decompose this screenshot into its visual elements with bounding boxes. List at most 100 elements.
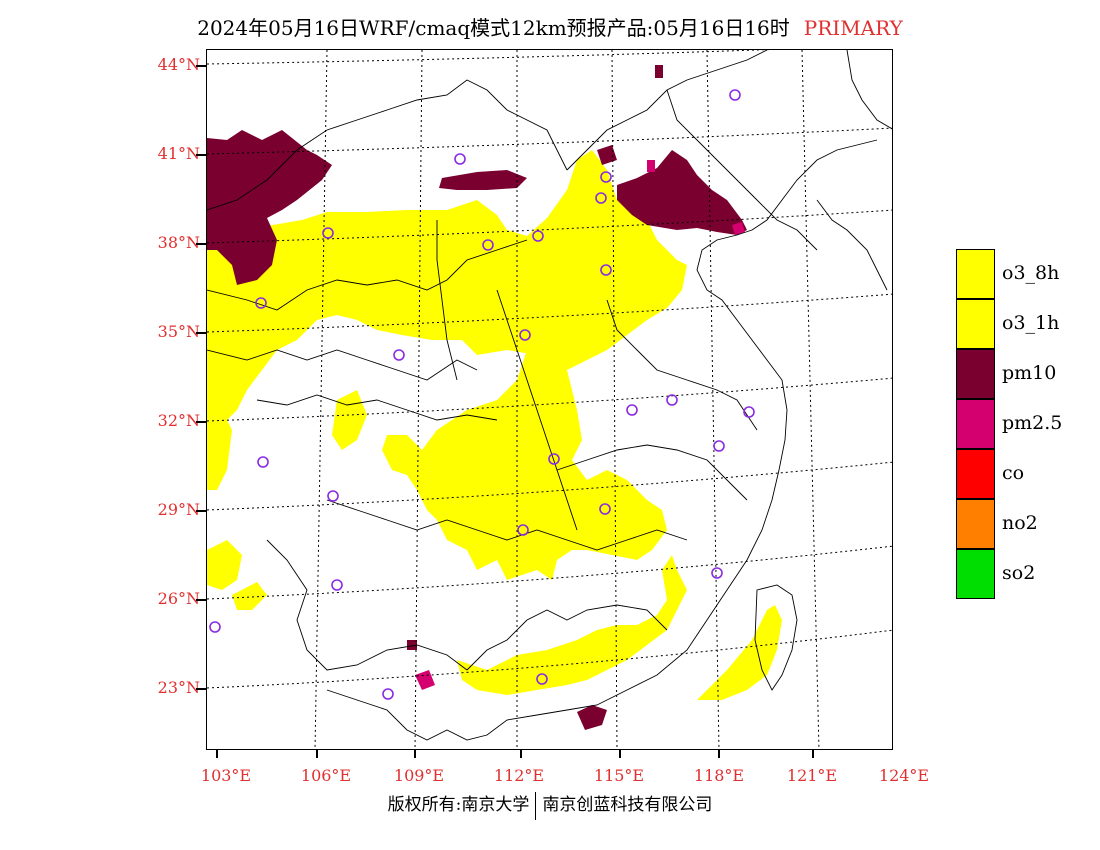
legend-label: pm2.5 [1002,412,1063,434]
footer-left: 版权所有:南京大学 [387,795,530,815]
o3-area-central [382,350,667,580]
legend-label: so2 [1002,562,1036,584]
lon-tick [812,750,814,758]
pm10-area-spot-3 [407,640,417,650]
pm25-area-south [415,670,435,690]
lon-label-121: 121°E [786,766,838,785]
lon-tick [216,750,218,758]
o3-area-sw-small [232,582,267,610]
lat-line-44 [207,50,771,65]
o3-areas [207,150,782,700]
border-line [816,199,888,291]
station-marker [532,230,544,242]
lon-label-118: 118°E [693,766,745,785]
border-line [266,539,468,671]
border-line [556,444,748,501]
station-marker [519,329,531,341]
stations [209,89,755,700]
lat-tick [196,154,206,156]
border-line [207,349,478,381]
lon-line-121 [801,50,820,749]
lon-line-109 [414,50,423,749]
lat-label-23: 23°N [157,678,200,697]
legend-swatch [956,399,995,449]
border-line [606,299,758,431]
lat-tick [196,421,206,423]
legend-label: o3_1h [1002,312,1060,334]
pm10-area-spot-1 [597,145,617,165]
forecast-map [206,49,893,750]
o3-area-south-coast [457,555,687,695]
border-line [466,604,668,671]
footer-separator [535,791,537,820]
o3-area-west-strip [207,410,232,490]
legend-label: o3_8h [1002,262,1060,284]
station-marker [599,503,611,515]
border-line [496,289,578,531]
graticule [207,50,892,749]
pm10-area-northeast [617,150,747,235]
lat-label-41: 41°N [157,144,200,163]
station-marker [454,153,466,165]
lon-tick [619,750,621,758]
lat-label-29: 29°N [157,500,200,519]
lat-label-44: 44°N [157,55,200,74]
station-marker [743,406,755,418]
station-marker [626,404,638,416]
legend-label: no2 [1002,512,1038,534]
station-marker [711,567,723,579]
border-line [436,220,458,381]
lon-line-118 [706,50,720,749]
border-line [326,409,788,741]
pm10-area-northwest [207,130,332,285]
legend-label: pm10 [1002,362,1057,384]
lon-tick [414,750,416,758]
lat-tick [196,332,206,334]
lat-tick [196,599,206,601]
station-marker [322,227,334,239]
station-marker [729,89,741,101]
map-canvas [207,50,892,749]
legend-swatch [956,549,995,599]
o3-area-taiwan [697,605,782,700]
primary-tag: PRIMARY [803,16,903,40]
station-marker [713,440,725,452]
pm10-area-spot-2 [655,65,663,78]
station-marker [666,394,678,406]
station-marker [331,579,343,591]
pm10-area-band [439,170,527,190]
o3-area-mid-west [332,390,367,450]
title-text: 2024年05月16日WRF/cmaq模式12km预报产品:05月16日16时 [197,16,790,40]
lon-line-115 [611,50,618,749]
legend-swatch [956,249,995,299]
border-line [666,89,818,251]
border-line [751,139,878,231]
border-line [754,584,798,691]
pm25-area-coast [732,222,745,235]
station-marker [255,297,267,309]
pm10-areas [207,65,747,730]
lon-tick [718,750,720,758]
lon-label-124: 124°E [878,766,930,785]
o3-area-northwest [207,150,687,430]
borders [207,50,892,741]
legend-swatch [956,499,995,549]
lat-line-32 [207,377,892,422]
lat-tick [196,510,206,512]
station-marker [382,688,394,700]
legend-swatch [956,299,995,349]
lon-label-103: 103°E [200,766,252,785]
legend-swatch [956,349,995,399]
lat-line-35 [207,293,892,333]
lon-label-106: 106°E [300,766,352,785]
station-marker [536,673,548,685]
station-marker [600,264,612,276]
station-marker [257,456,269,468]
border-line [207,239,528,311]
border-line [566,50,768,171]
station-marker [209,621,221,633]
station-marker [595,192,607,204]
border-line [696,229,788,411]
lat-line-38 [207,209,892,244]
pm10-area-south [577,705,607,730]
